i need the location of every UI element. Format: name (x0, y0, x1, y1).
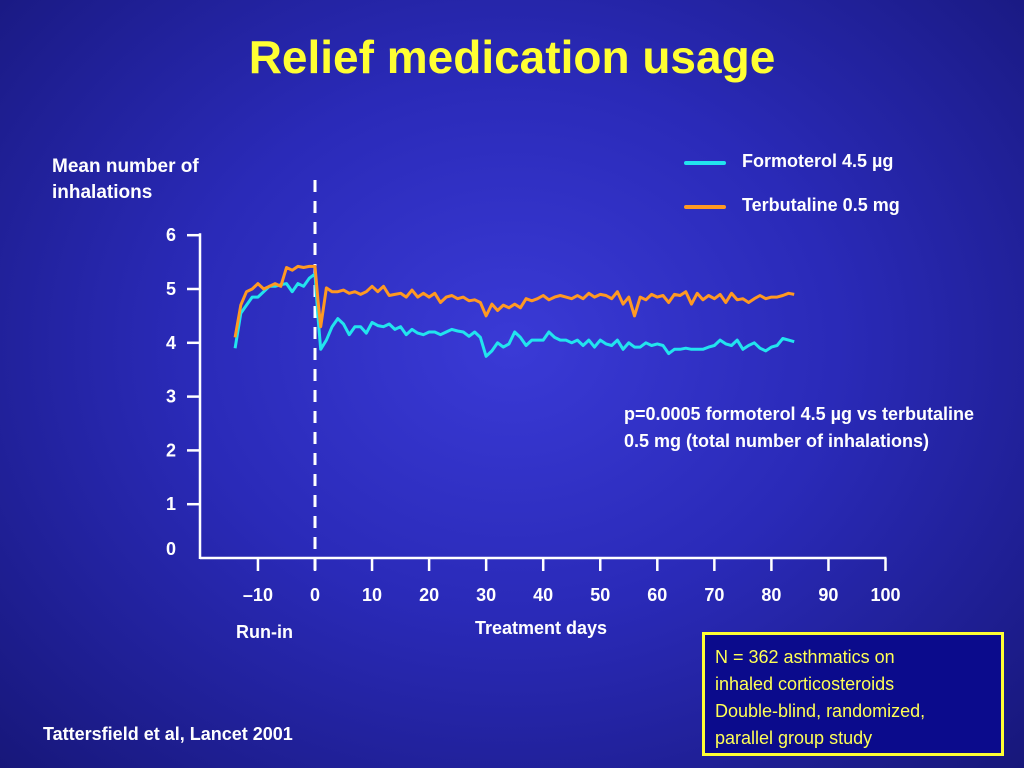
study-info-box: N = 362 asthmatics on inhaled corticoste… (702, 632, 1004, 756)
y-tick-label: 1 (166, 494, 176, 514)
x-tick-label: 90 (818, 585, 838, 605)
y-tick-label: 0 (166, 539, 176, 559)
x-tick-label: 20 (419, 585, 439, 605)
info-line: Double-blind, randomized, (715, 701, 926, 721)
x-tick-label: 100 (870, 585, 900, 605)
y-tick-label: 4 (166, 333, 176, 353)
series-line-terbutaline (233, 264, 795, 338)
x-tick-label: 0 (310, 585, 320, 605)
y-tick-label: 3 (166, 387, 176, 407)
x-tick-label: 70 (704, 585, 724, 605)
x-tick-label: 50 (590, 585, 610, 605)
run-in-label: Run-in (236, 622, 293, 642)
info-line: parallel group study (715, 728, 873, 748)
series-line-formoterol (233, 272, 795, 358)
x-tick-label: 10 (362, 585, 382, 605)
legend-swatch-formoterol (684, 161, 726, 165)
legend-swatch-terbutaline (684, 205, 726, 209)
legend-label-formoterol: Formoterol 4.5 µg (742, 151, 894, 171)
x-tick-label: 40 (533, 585, 553, 605)
y-tick-label: 2 (166, 440, 176, 460)
x-tick-label: 60 (647, 585, 667, 605)
p-value-annotation: p=0.0005 formoterol 4.5 µg vs terbutalin… (624, 404, 974, 451)
x-tick-label: 80 (761, 585, 781, 605)
x-axis-label: Treatment days (475, 618, 608, 638)
info-line: inhaled corticosteroids (715, 674, 895, 694)
y-tick-label: 6 (166, 225, 176, 245)
y-axis-label: Mean number of inhalations (52, 156, 199, 203)
y-tick-label: 5 (166, 279, 176, 299)
x-tick-label: –10 (243, 585, 273, 605)
info-line: N = 362 asthmatics on (715, 647, 895, 667)
x-tick-label: 30 (476, 585, 496, 605)
slide-title: Relief medication usage (248, 31, 776, 83)
citation: Tattersfield et al, Lancet 2001 (43, 724, 293, 744)
legend-label-terbutaline: Terbutaline 0.5 mg (742, 195, 900, 215)
